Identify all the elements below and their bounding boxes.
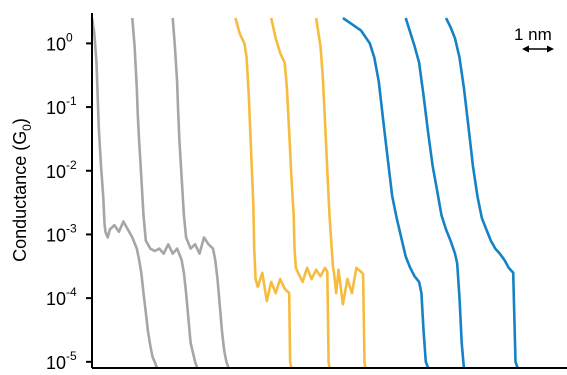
y-tick-label-base: 10 bbox=[46, 289, 66, 309]
y-tick-label-base: 10 bbox=[46, 98, 66, 118]
plot-frame bbox=[91, 13, 567, 369]
y-tick-label-exponent: -1 bbox=[66, 94, 77, 108]
trace-group bbox=[90, 16, 519, 369]
y-tick-label-base: 10 bbox=[46, 353, 66, 373]
y-tick-label-exponent: -2 bbox=[66, 158, 77, 172]
y-axis-title-sub: 0 bbox=[20, 124, 34, 131]
y-axis-title-main: Conductance (G bbox=[10, 131, 30, 262]
trace-line bbox=[90, 17, 159, 369]
scale-bar-arrow-left bbox=[522, 45, 529, 53]
scale-bar: 1 nm bbox=[514, 25, 554, 53]
y-tick-label-exponent: -4 bbox=[66, 285, 77, 299]
y-tick-label-exponent: -3 bbox=[66, 221, 77, 235]
y-tick-label: 10-5 bbox=[46, 349, 77, 373]
y-tick-label-base: 10 bbox=[46, 225, 66, 245]
trace-line bbox=[171, 17, 230, 369]
scale-bar-label: 1 nm bbox=[514, 25, 552, 44]
y-tick-label: 10-3 bbox=[46, 221, 77, 245]
trace-line bbox=[404, 17, 466, 369]
trace-line bbox=[131, 17, 199, 369]
y-tick-label: 100 bbox=[46, 30, 73, 54]
y-tick-label-exponent: 0 bbox=[66, 30, 73, 44]
y-tick-label: 10-4 bbox=[46, 285, 77, 309]
y-axis-title: Conductance (G0) bbox=[10, 118, 34, 262]
trace-line bbox=[342, 16, 430, 369]
trace-line bbox=[314, 17, 367, 369]
trace-line bbox=[444, 17, 519, 369]
trace-line bbox=[269, 17, 331, 369]
scale-bar-arrow-right bbox=[547, 45, 554, 53]
y-tick-label: 10-1 bbox=[46, 94, 77, 118]
y-axis-title-close: ) bbox=[10, 118, 30, 124]
y-tick-label-base: 10 bbox=[46, 34, 66, 54]
y-tick-label: 10-2 bbox=[46, 158, 77, 182]
y-tick-label-base: 10 bbox=[46, 162, 66, 182]
y-tick-label-exponent: -5 bbox=[66, 349, 77, 363]
trace-line bbox=[234, 17, 293, 369]
